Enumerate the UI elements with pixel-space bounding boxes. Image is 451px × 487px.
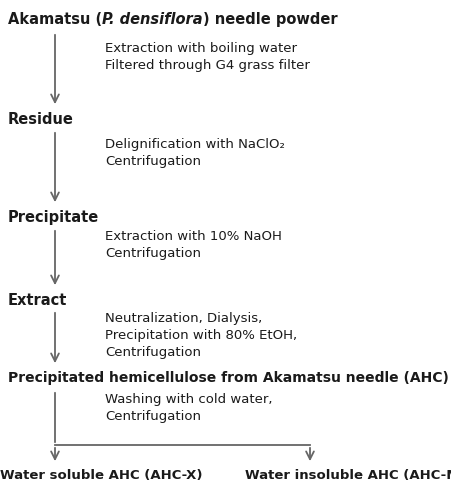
Text: Precipitate: Precipitate [8, 210, 99, 225]
Text: ) needle powder: ) needle powder [203, 12, 337, 27]
Text: Water soluble AHC (AHC-X): Water soluble AHC (AHC-X) [0, 469, 202, 482]
Text: Residue: Residue [8, 112, 74, 127]
Text: P. densiflora: P. densiflora [102, 12, 203, 27]
Text: Washing with cold water,
Centrifugation: Washing with cold water, Centrifugation [105, 393, 272, 423]
Text: Extract: Extract [8, 293, 67, 308]
Text: Extraction with 10% NaOH
Centrifugation: Extraction with 10% NaOH Centrifugation [105, 230, 282, 260]
Text: Neutralization, Dialysis,
Precipitation with 80% EtOH,
Centrifugation: Neutralization, Dialysis, Precipitation … [105, 312, 297, 359]
Text: Water insoluble AHC (AHC-M): Water insoluble AHC (AHC-M) [245, 469, 451, 482]
Text: Extraction with boiling water
Filtered through G4 grass filter: Extraction with boiling water Filtered t… [105, 42, 310, 72]
Text: Precipitated hemicellulose from Akamatsu needle (AHC): Precipitated hemicellulose from Akamatsu… [8, 371, 449, 385]
Text: Delignification with NaClO₂
Centrifugation: Delignification with NaClO₂ Centrifugati… [105, 138, 285, 168]
Text: Akamatsu (: Akamatsu ( [8, 12, 102, 27]
